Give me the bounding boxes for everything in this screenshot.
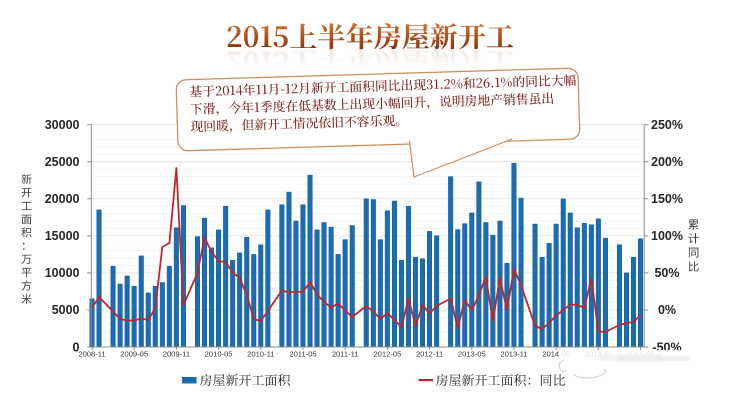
svg-text:10000: 10000 [45, 266, 80, 280]
svg-text:50%: 50% [654, 266, 679, 280]
svg-text:2010-05: 2010-05 [205, 350, 233, 359]
svg-text:2011-05: 2011-05 [289, 350, 316, 359]
svg-text:5000: 5000 [52, 303, 80, 317]
svg-text:2010-11: 2010-11 [247, 350, 274, 359]
svg-text:100%: 100% [651, 229, 683, 243]
svg-text:250%: 250% [651, 118, 683, 132]
svg-text:2009-05: 2009-05 [120, 350, 148, 359]
svg-text:30000: 30000 [45, 118, 80, 132]
svg-text:2014-05: 2014-05 [542, 350, 570, 359]
svg-text:0%: 0% [658, 303, 676, 317]
svg-text:0: 0 [73, 340, 80, 354]
svg-text:2009-11: 2009-11 [163, 350, 190, 359]
svg-text:2012-05: 2012-05 [373, 350, 401, 359]
svg-text:15000: 15000 [45, 229, 80, 243]
svg-text:2012-11: 2012-11 [416, 350, 443, 359]
svg-text:200%: 200% [651, 155, 683, 169]
svg-text:2011-11: 2011-11 [332, 350, 359, 359]
svg-text:20000: 20000 [45, 192, 80, 206]
svg-text:150%: 150% [651, 192, 683, 206]
svg-text:2013-11: 2013-11 [500, 350, 527, 359]
svg-text:2013-05: 2013-05 [458, 350, 486, 359]
svg-text:2008-11: 2008-11 [78, 350, 105, 359]
svg-text:25000: 25000 [45, 155, 80, 169]
